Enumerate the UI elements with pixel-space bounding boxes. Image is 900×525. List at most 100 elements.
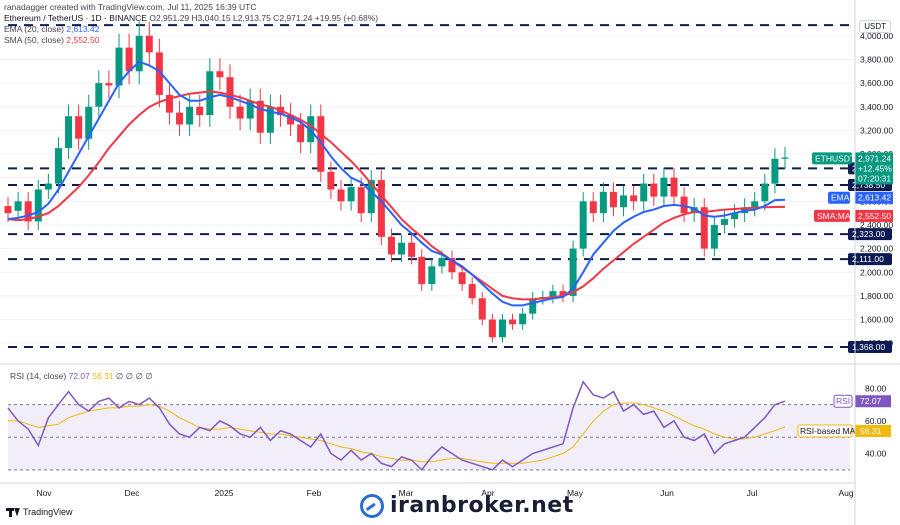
price-tick-label: 3,600.00 [860,78,893,88]
currency-selector[interactable]: USDT [859,20,891,33]
candle-body [246,100,254,119]
time-tick-label: Apr [481,488,494,498]
indicator-name-tag [814,209,850,222]
candle-body [95,83,103,107]
candle-body [266,106,274,133]
rsi-legend[interactable]: RSI (14, close) 72.07 56.31 ∅ ∅ ∅ ∅ [10,371,153,382]
candle-body [327,171,335,190]
level-tag [848,253,892,266]
ema-legend[interactable]: EMA (20, close) 2,613.42 [4,24,378,35]
indicator-value-tag [855,191,893,204]
rsi-ma-value: 56.31 [860,426,882,436]
time-tick-label: May [567,488,584,498]
time-tick-label: Mar [399,488,414,498]
candle-body [751,201,759,208]
time-tick-label: Aug [838,488,853,498]
price-tick-label: 2,200.00 [860,244,893,254]
ema-legend-value: 2,613.42 [66,24,100,34]
time-tick-label: Jul [747,488,758,498]
rsi-ma-legend-value: 56.31 [92,371,114,381]
candle-body [125,47,133,72]
candle-body [559,291,567,296]
candle-body [640,183,648,202]
level-tag-label: 2,738.50 [852,180,885,190]
sma-legend-value: 2,552.50 [66,35,100,45]
candle-body [196,106,204,116]
price-tags: 2,879.002,738.502,323.002,111.001,368.00… [812,152,893,353]
last-price: 2,971.24 [858,153,891,163]
candle-body [337,189,345,202]
ema-20-line [7,60,786,307]
candle-body [377,180,385,237]
candle-body [448,258,456,273]
tradingview-icon [6,507,20,517]
symbol-tag [812,152,852,165]
candle-body [650,183,658,197]
rsi-legend-value: 72.07 [68,371,90,381]
candle-body [387,236,395,255]
candle-body [781,157,789,159]
rsi-band [8,404,850,471]
candle-body [14,201,22,211]
level-tag [848,228,892,241]
candle-body [710,224,718,249]
candle-body [176,112,184,125]
candle-body [660,177,668,197]
candle-body [589,201,597,214]
rsi-name: RSI [836,396,850,406]
time-tick-label: 2025 [215,488,234,498]
candle-body [216,71,224,78]
sma-50-line [7,90,786,301]
candle-body [720,219,728,225]
candle-body [418,256,426,285]
candle-body [297,124,305,143]
last-change: +12.45% [858,163,892,173]
tradingview-logo[interactable]: TradingView [6,507,73,517]
rsi-ma-line [8,402,786,464]
level-tag-label: 1,368.00 [852,342,885,352]
rsi-line [7,380,786,471]
candle-body [438,258,446,267]
symbol-title[interactable]: Ethereum / TetherUS · 1D · BINANCE [4,13,147,23]
time-tick-label: Nov [36,488,52,498]
ohlc-values: O2,951.29 H3,040.15 L2,913.75 C2,971.24 … [149,13,379,23]
price-candles [4,21,789,343]
candle-body [630,195,638,202]
level-tag-label: 2,111.00 [852,254,884,264]
attribution: ranadagger created with TradingView.com,… [4,2,257,12]
symbol-tag-name: ETHUSDT [815,153,855,163]
candle-body [680,196,688,214]
price-tick-label: 2,000.00 [860,267,893,277]
candle-body [700,207,708,249]
time-tick-label: Dec [124,488,140,498]
candle-body [599,191,607,214]
candle-body [690,207,698,214]
price-tick-label: 1,600.00 [860,315,893,325]
indicator-name: EMA [831,193,850,203]
candle-body [519,313,527,325]
candle-body [44,183,52,190]
rsi-tick-label: 60.00 [865,416,887,426]
candle-body [367,180,375,214]
sma-legend[interactable]: SMA (50, close) 2,552.50 [4,35,378,46]
candle-body [498,319,506,338]
rsi-axis: 80.00 60.00 40.00 RSI 72.07 RSI-based MA 56.31 [797,383,891,459]
watermark: iranbroker.net [360,493,574,518]
level-tag [848,340,892,353]
candle-body [226,77,234,107]
candle-body [54,148,62,184]
price-tick-label: 2,400.00 [860,220,893,230]
candle-body [206,71,214,116]
indicator-value-tag [855,209,893,222]
watermark-text: iranbroker.net [390,493,574,518]
rsi-value: 72.07 [860,396,882,406]
rsi-ma-value-tag [855,424,891,437]
candle-body [731,213,739,220]
price-grid [0,35,855,344]
candle-body [4,206,12,214]
candle-body [256,100,264,133]
candle-body [145,35,153,53]
candle-body [236,106,244,119]
candle-body [135,35,143,72]
candle-body [115,47,123,86]
